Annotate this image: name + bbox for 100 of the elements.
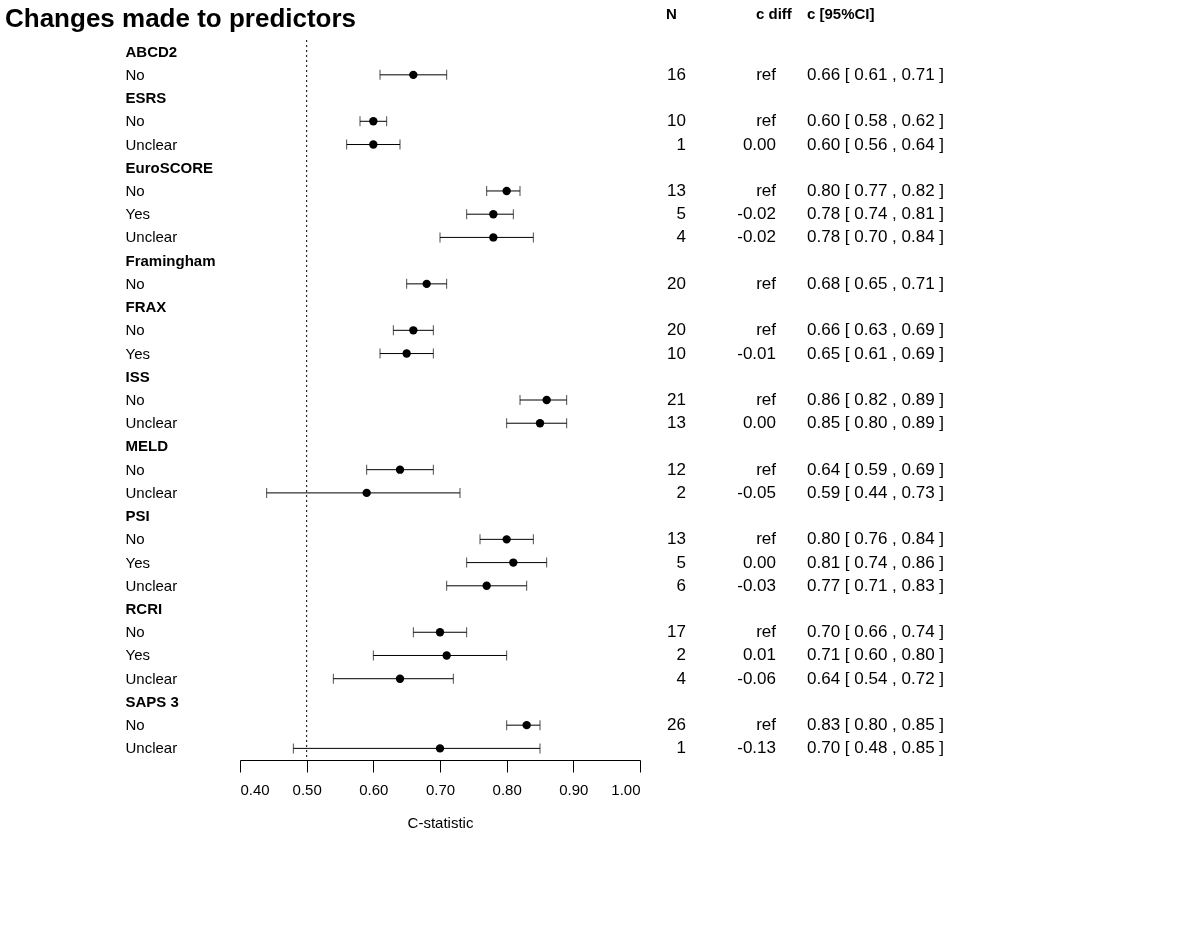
x-tick-label: 0.80 <box>492 780 522 798</box>
text: 0.59 [ 0.44 , 0.73 ] <box>807 482 945 502</box>
text: 16 <box>667 64 686 84</box>
y-tick-label: No <box>125 391 145 408</box>
y-tick-label: SAPS 3 <box>125 692 179 710</box>
text: 0.00 <box>742 134 776 154</box>
point <box>509 558 518 567</box>
y-tick-label: FRAX <box>125 298 167 316</box>
x-tick-label: 1.00 <box>611 780 641 798</box>
y-tick-label: Yes <box>125 553 150 571</box>
chart-title: Changes made to predictors <box>5 2 357 33</box>
point <box>409 326 418 335</box>
text: 10 <box>667 111 686 131</box>
point <box>442 651 451 660</box>
y-tick-label: Yes <box>125 646 150 664</box>
text: 0.01 <box>742 645 776 665</box>
text: 0.64 [ 0.54 , 0.72 ] <box>807 668 945 688</box>
text: 0.70 [ 0.48 , 0.85 ] <box>807 738 945 758</box>
text: 4 <box>676 668 686 688</box>
point <box>409 70 418 80</box>
x-tick-label: 0.70 <box>425 780 456 798</box>
y-tick-label: ABCD2 <box>125 42 178 60</box>
x-tick-label: 0.60 <box>359 780 389 798</box>
text: -0.01 <box>737 343 776 363</box>
text: 0.83 [ 0.80 , 0.85 ] <box>807 715 945 735</box>
text: 0.78 [ 0.74 , 0.81 ] <box>807 204 945 224</box>
point <box>422 279 431 289</box>
point <box>489 210 498 219</box>
point <box>435 628 445 637</box>
text: -0.02 <box>737 227 776 247</box>
text: -0.05 <box>737 482 776 502</box>
text: 13 <box>667 180 686 200</box>
text: 17 <box>667 622 686 642</box>
point <box>489 233 498 242</box>
y-tick-label: No <box>125 460 145 478</box>
y-tick-label: MELD <box>125 437 169 455</box>
point <box>395 674 405 683</box>
y-tick-label: No <box>125 530 145 548</box>
y-tick-label: Unclear <box>125 135 178 153</box>
text: -0.06 <box>737 668 776 688</box>
x-tick-label: 0.40 <box>240 780 270 798</box>
y-tick-label: RCRI <box>125 600 163 618</box>
text: 0.85 [ 0.80 , 0.89 ] <box>807 413 945 433</box>
text: 5 <box>676 204 686 224</box>
text: 0.86 [ 0.82 , 0.89 ] <box>807 390 945 409</box>
x-tick-label: 0.90 <box>559 780 589 798</box>
text: ref <box>756 622 777 642</box>
text: ref <box>756 320 777 340</box>
text: -0.13 <box>737 738 776 758</box>
y-tick-label: No <box>125 716 145 734</box>
text: 2 <box>676 645 686 665</box>
text: 26 <box>667 715 686 735</box>
y-tick-label: No <box>125 274 145 292</box>
y-tick-label: Unclear <box>125 739 178 757</box>
text: ref <box>756 459 777 479</box>
text: 0.70 [ 0.66 , 0.74 ] <box>807 622 945 642</box>
point <box>395 465 405 474</box>
text: -0.03 <box>737 575 776 595</box>
text: 1 <box>676 738 686 758</box>
point <box>402 349 411 358</box>
text: 13 <box>667 529 686 549</box>
text: N <box>666 5 677 22</box>
text: 0.65 [ 0.61 , 0.69 ] <box>807 343 945 363</box>
y-tick-label: No <box>125 65 145 83</box>
text: -0.02 <box>737 204 776 224</box>
y-tick-label: Unclear <box>125 483 178 501</box>
y-tick-label: No <box>125 623 145 641</box>
text: 12 <box>667 459 686 479</box>
text: 6 <box>676 575 686 595</box>
y-tick-label: Yes <box>125 344 150 362</box>
point <box>369 117 378 126</box>
text: 0.00 <box>742 413 776 433</box>
text: 0.80 [ 0.77 , 0.82 ] <box>807 180 945 200</box>
y-tick-label: ISS <box>125 367 150 385</box>
text: 10 <box>667 343 686 363</box>
point <box>482 581 491 590</box>
text: 0.77 [ 0.71 , 0.83 ] <box>807 575 945 595</box>
y-tick-label: Framingham <box>125 251 216 269</box>
y-tick-label: Unclear <box>125 669 178 687</box>
y-tick-label: Yes <box>125 205 150 223</box>
point <box>435 744 445 753</box>
text: ref <box>756 273 777 293</box>
text: ref <box>756 715 777 735</box>
point <box>502 186 511 196</box>
text: 0.81 [ 0.74 , 0.86 ] <box>807 552 945 572</box>
text: 0.64 [ 0.59 , 0.69 ] <box>807 459 945 479</box>
text: 0.00 <box>742 552 776 572</box>
text: 0.60 [ 0.56 , 0.64 ] <box>807 134 945 154</box>
point <box>535 419 545 428</box>
point <box>502 535 511 544</box>
y-tick-label: No <box>125 181 145 199</box>
text: 0.66 [ 0.63 , 0.69 ] <box>807 320 945 340</box>
text: 20 <box>667 320 686 340</box>
point <box>362 488 371 498</box>
text: 4 <box>676 227 686 247</box>
text: ref <box>756 64 777 84</box>
text: 5 <box>676 552 686 572</box>
point <box>542 395 551 405</box>
y-tick-label: ESRS <box>125 89 167 107</box>
text: 0.68 [ 0.65 , 0.71 ] <box>807 273 945 293</box>
